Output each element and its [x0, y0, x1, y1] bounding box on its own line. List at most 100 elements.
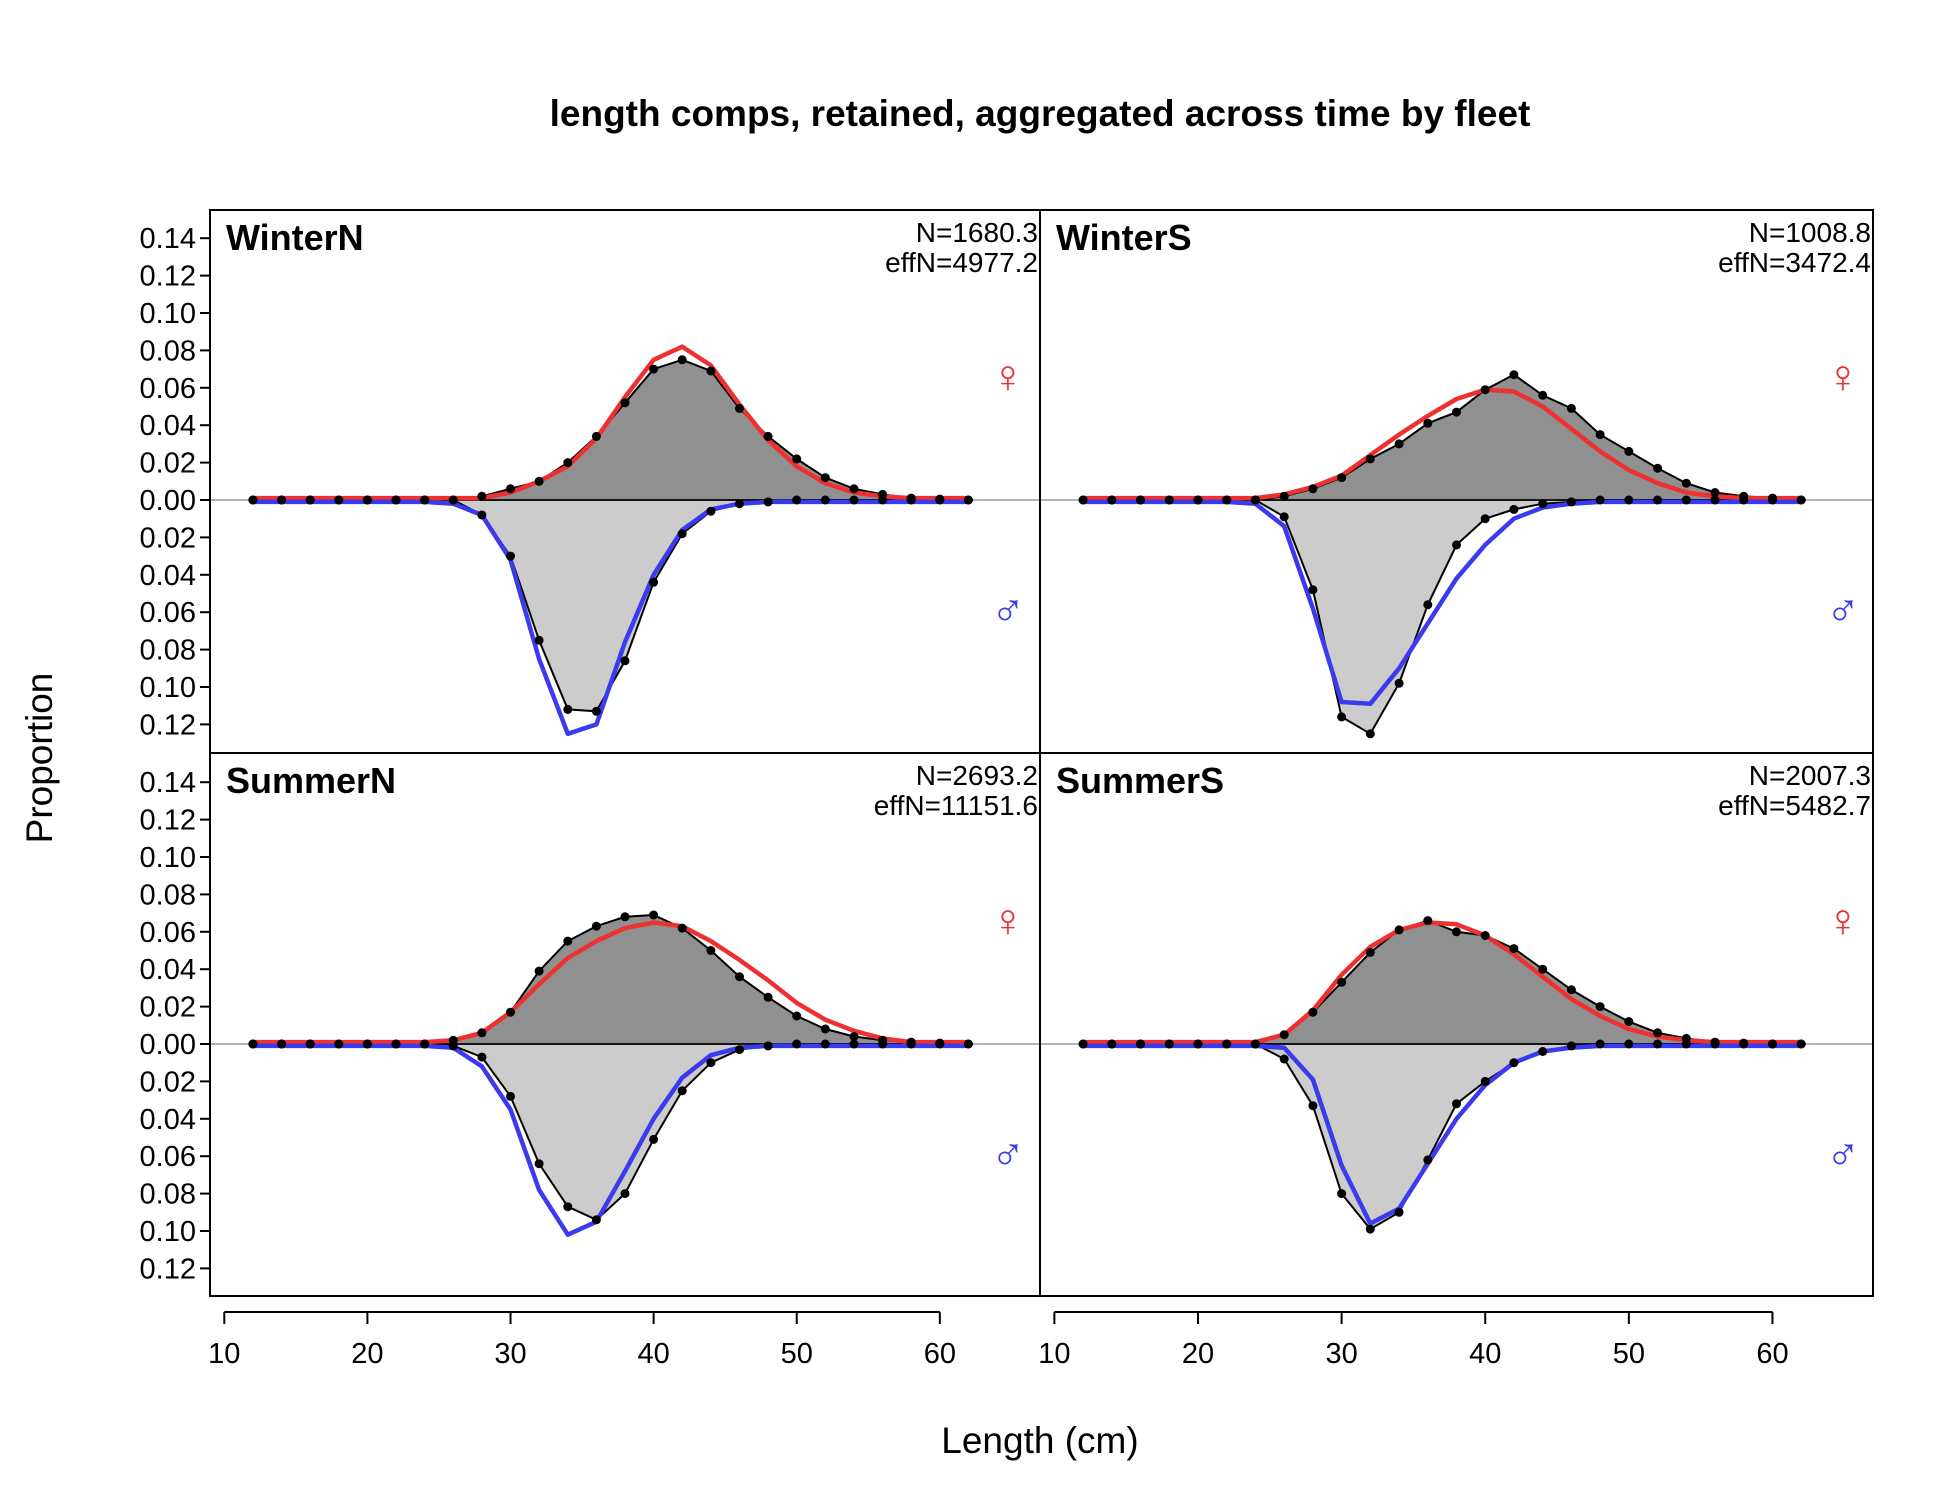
- female-observed-point: [563, 936, 573, 946]
- male-observed-point: [534, 1159, 544, 1169]
- female-observed-point: [763, 431, 773, 441]
- panel-title: WinterN: [226, 217, 364, 258]
- panel-title: WinterS: [1056, 217, 1192, 258]
- male-observed-point: [1222, 1039, 1232, 1049]
- male-observed-point: [1480, 1076, 1490, 1086]
- female-observed-point: [1308, 1007, 1318, 1017]
- female-observed-point: [849, 1032, 859, 1041]
- panel-plot-area: [210, 344, 1040, 737]
- y-tick-label: 0.08: [140, 1179, 196, 1211]
- female-observed-point: [1710, 488, 1720, 497]
- female-expected-line: [1083, 920, 1802, 1045]
- male-observed-point: [391, 495, 401, 505]
- female-observed-point: [763, 992, 773, 1002]
- male-observed-point: [448, 1041, 458, 1051]
- male-observed-point: [1423, 600, 1433, 610]
- female-observed-point: [706, 946, 716, 955]
- male-observed-point: [1279, 1054, 1289, 1064]
- male-observed-point: [1394, 1207, 1404, 1217]
- male-observed-point: [477, 510, 487, 520]
- male-observed-point: [706, 506, 716, 516]
- y-tick-label: 0.10: [140, 842, 196, 874]
- female-observed-point: [1394, 925, 1404, 935]
- female-observed-point: [1509, 944, 1519, 954]
- male-observed-point: [1710, 495, 1720, 505]
- x-tick-label: 50: [1613, 1338, 1645, 1370]
- female-expected-line: [252, 920, 969, 1045]
- male-observed-point: [1796, 1039, 1806, 1049]
- female-observed-point: [1509, 370, 1519, 380]
- female-symbol-icon: ♀: [991, 894, 1026, 946]
- x-axis-col-2: 10 20 30 40 50 60: [1038, 1311, 1789, 1370]
- male-observed-point: [1222, 495, 1232, 505]
- male-observed-point: [362, 495, 372, 505]
- axes-group: 0.14 0.12 0.10 0.08 0.06 0.04 0.02 0.00 0.02 0.04…: [140, 223, 1789, 1370]
- female-observed-point: [1365, 947, 1375, 957]
- y-tick-label: 0.12: [140, 709, 196, 741]
- male-observed-point: [1107, 495, 1117, 505]
- female-observed-area: [1083, 374, 1802, 500]
- male-observed-point: [506, 1091, 515, 1101]
- x-axis-label: Length (cm): [941, 1420, 1138, 1461]
- male-observed-point: [1365, 1224, 1375, 1234]
- male-observed-point: [1681, 1039, 1691, 1049]
- x-tick-label: 20: [351, 1338, 383, 1370]
- x-tick-label: 60: [1756, 1338, 1788, 1370]
- male-observed-point: [1337, 1189, 1347, 1199]
- sample-size-text: N=2007.3: [1749, 760, 1871, 791]
- male-observed-point: [534, 635, 544, 645]
- x-tick-label: 30: [494, 1338, 526, 1370]
- y-tick-label: 0.00: [140, 1029, 196, 1061]
- male-observed-point: [706, 1058, 716, 1068]
- male-observed-point: [563, 1202, 573, 1212]
- male-observed-point: [1653, 495, 1663, 505]
- male-observed-point: [305, 1039, 315, 1049]
- female-observed-point: [1624, 1017, 1634, 1027]
- female-observed-point: [1480, 385, 1490, 395]
- female-observed-point: [534, 476, 544, 486]
- y-tick-label: 0.00: [140, 485, 196, 517]
- male-observed-point: [1624, 1039, 1634, 1049]
- male-observed-point: [420, 495, 430, 505]
- male-observed-point: [334, 1039, 344, 1049]
- y-tick-label: 0.02: [140, 992, 196, 1024]
- male-observed-point: [1279, 512, 1289, 522]
- male-observed-point: [906, 495, 916, 505]
- male-observed-point: [620, 1189, 630, 1199]
- x-axis-col-1: 10 20 30 40 50 60: [208, 1311, 956, 1370]
- male-observed-point: [1624, 495, 1634, 505]
- male-observed-point: [1164, 495, 1174, 505]
- male-observed-point: [1653, 1039, 1663, 1049]
- y-tick-label: 0.02: [140, 448, 196, 480]
- female-observed-point: [820, 1024, 830, 1034]
- male-observed-area: [252, 500, 969, 712]
- panel-plot-area: [1040, 916, 1873, 1234]
- female-observed-point: [1452, 927, 1461, 937]
- panel-plot-area: [210, 910, 1040, 1237]
- female-observed-point: [649, 364, 659, 374]
- female-observed-point: [477, 1028, 487, 1038]
- male-observed-area: [1083, 500, 1802, 734]
- female-observed-point: [534, 966, 544, 976]
- female-observed-point: [1365, 454, 1375, 464]
- female-observed-point: [849, 484, 859, 494]
- female-observed-point: [1279, 1030, 1289, 1040]
- sample-size-text: N=1680.3: [916, 217, 1038, 248]
- effective-sample-size-text: effN=4977.2: [885, 247, 1038, 278]
- male-observed-point: [1509, 1058, 1519, 1068]
- male-observed-point: [591, 706, 601, 716]
- female-observed-point: [1595, 430, 1605, 440]
- male-observed-point: [620, 656, 630, 666]
- male-expected-line: [1083, 1043, 1802, 1226]
- female-observed-point: [477, 491, 487, 501]
- male-observed-point: [677, 529, 687, 539]
- female-expected-line: [252, 344, 969, 501]
- male-observed-point: [878, 1039, 888, 1049]
- male-observed-point: [878, 495, 888, 505]
- female-observed-point: [1452, 407, 1461, 417]
- male-observed-point: [735, 1045, 744, 1055]
- male-observed-point: [763, 1041, 773, 1051]
